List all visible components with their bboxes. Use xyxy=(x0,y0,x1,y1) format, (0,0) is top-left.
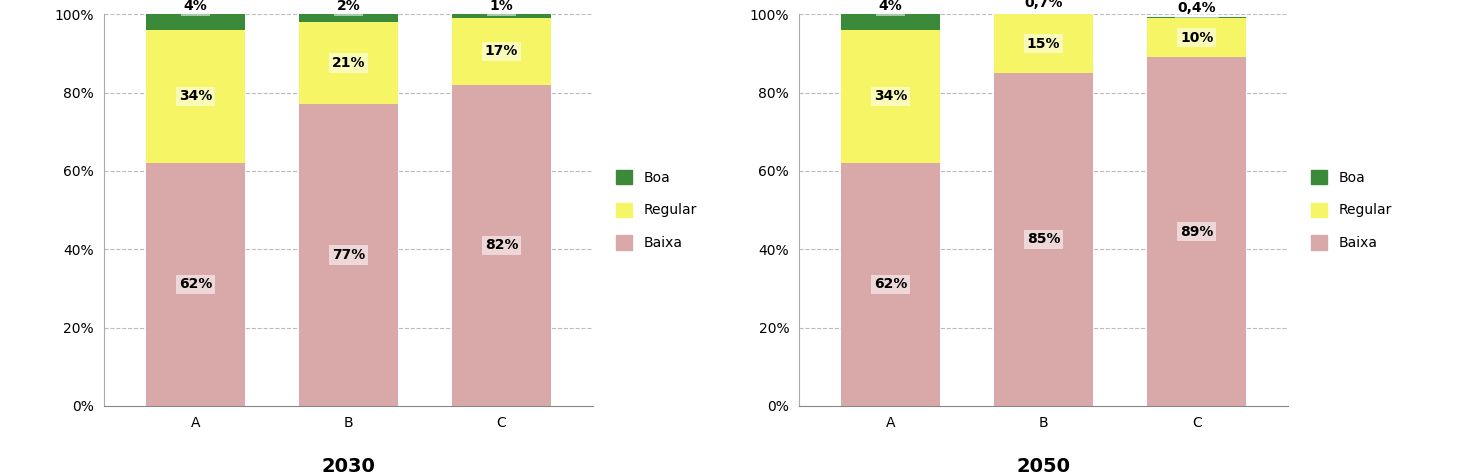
Bar xyxy=(452,18,551,84)
Text: 4%: 4% xyxy=(184,0,207,13)
Bar xyxy=(1146,57,1247,406)
Text: 21%: 21% xyxy=(332,56,366,70)
Text: 77%: 77% xyxy=(332,248,366,262)
Text: 85%: 85% xyxy=(1026,232,1060,246)
Bar xyxy=(452,14,551,18)
Text: 1%: 1% xyxy=(490,0,514,13)
Bar xyxy=(145,14,246,30)
Bar xyxy=(994,73,1093,406)
Text: 15%: 15% xyxy=(1026,36,1060,51)
Text: 0,7%: 0,7% xyxy=(1025,0,1063,10)
Bar xyxy=(994,14,1093,73)
Text: 34%: 34% xyxy=(874,89,908,103)
Bar xyxy=(452,84,551,406)
Text: 34%: 34% xyxy=(179,89,212,103)
Text: 0,4%: 0,4% xyxy=(1177,1,1216,15)
Text: 2030: 2030 xyxy=(321,457,375,472)
Bar xyxy=(1146,17,1247,18)
Bar xyxy=(994,11,1093,14)
Bar xyxy=(299,22,398,104)
Bar xyxy=(145,30,246,163)
Bar xyxy=(841,14,940,30)
Text: 62%: 62% xyxy=(179,278,212,292)
Text: 2050: 2050 xyxy=(1016,457,1071,472)
Bar xyxy=(1146,18,1247,57)
Text: 2%: 2% xyxy=(336,0,360,13)
Bar xyxy=(299,104,398,406)
Text: 82%: 82% xyxy=(484,238,518,253)
Text: 10%: 10% xyxy=(1180,31,1213,45)
Legend: Boa, Regular, Baixa: Boa, Regular, Baixa xyxy=(1305,164,1398,256)
Text: 4%: 4% xyxy=(878,0,902,13)
Text: 17%: 17% xyxy=(484,44,518,59)
Text: 89%: 89% xyxy=(1180,225,1213,238)
Bar xyxy=(145,163,246,406)
Legend: Boa, Regular, Baixa: Boa, Regular, Baixa xyxy=(610,164,702,256)
Bar xyxy=(299,14,398,22)
Bar xyxy=(841,30,940,163)
Bar xyxy=(841,163,940,406)
Text: 62%: 62% xyxy=(874,278,908,292)
